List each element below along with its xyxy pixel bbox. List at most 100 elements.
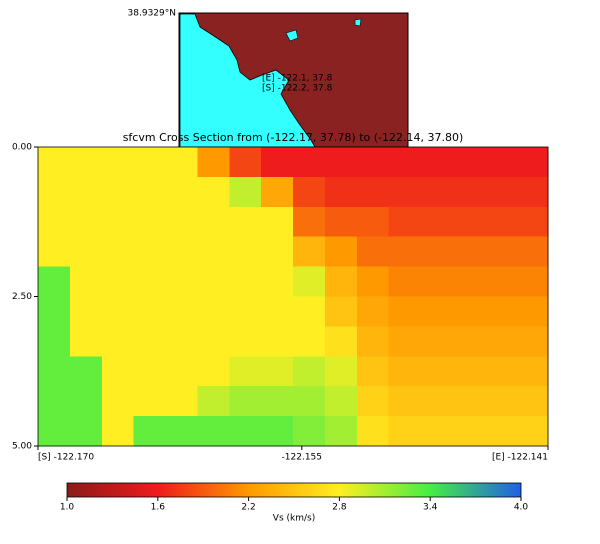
heat-cell <box>38 356 71 387</box>
heat-cell <box>261 206 294 238</box>
heat-cell <box>101 416 135 447</box>
heat-cell <box>165 236 198 268</box>
heat-cell <box>388 266 421 297</box>
heat-cell <box>388 236 421 268</box>
heat-cell <box>293 296 326 327</box>
heat-cell <box>69 147 103 178</box>
heat-cell <box>484 416 517 447</box>
heat-cell <box>356 356 390 387</box>
map-end-label: [E] -122.1, 37.8 <box>262 74 333 84</box>
heat-cell <box>197 326 230 357</box>
heat-cell <box>229 416 262 447</box>
heat-cell <box>38 296 71 327</box>
heat-cell <box>101 176 135 208</box>
heat-cell <box>324 266 358 297</box>
map-lat-label: 38.9329°N <box>128 9 176 19</box>
heat-cell <box>324 147 358 178</box>
heat-cell <box>452 266 485 297</box>
heat-cell <box>293 326 326 357</box>
heat-cell <box>452 147 485 178</box>
map-water <box>179 13 316 148</box>
heat-cell <box>420 147 453 178</box>
heat-cell <box>293 266 326 297</box>
heat-cell <box>101 266 135 297</box>
heat-cell <box>101 147 135 178</box>
heat-cell <box>197 176 230 208</box>
map-lake <box>354 18 362 27</box>
heat-cell <box>69 326 103 357</box>
heat-cell <box>388 206 421 238</box>
heat-cell <box>293 206 326 238</box>
heat-cell <box>516 386 549 417</box>
heat-cell <box>388 326 421 357</box>
heat-cell <box>165 266 198 297</box>
heat-cell <box>484 266 517 297</box>
heat-cell <box>356 266 390 297</box>
heat-cell <box>229 236 262 268</box>
heat-cell <box>420 416 453 447</box>
heat-cell <box>38 236 71 268</box>
heat-cell <box>324 386 358 417</box>
heat-cell <box>69 266 103 297</box>
heat-cell <box>69 416 103 447</box>
heat-cell <box>229 326 262 357</box>
heat-cell <box>261 236 294 268</box>
map-inset: 38.9329°N [E] -122.1, 37.8 [S] -122.2, 3… <box>128 9 409 148</box>
heat-cell <box>516 266 549 297</box>
y-tick-label: 2.50 <box>12 292 32 302</box>
heat-cell <box>293 356 326 387</box>
heat-cell <box>229 386 262 417</box>
heat-cell <box>165 147 198 178</box>
colorbar-tick-label: 2.8 <box>332 503 347 513</box>
heat-cell <box>38 416 71 447</box>
heat-cell <box>356 296 390 327</box>
heat-cell <box>420 266 453 297</box>
heat-cell <box>516 236 549 268</box>
plot-area <box>37 146 549 447</box>
heat-cell <box>261 266 294 297</box>
heat-cell <box>452 386 485 417</box>
y-tick-label: 5.00 <box>12 442 32 452</box>
heat-cell <box>293 147 326 178</box>
heat-cell <box>452 416 485 447</box>
heat-cell <box>324 326 358 357</box>
heat-cell <box>133 356 166 387</box>
heat-cell <box>484 206 517 238</box>
colorbar-tick-label: 2.2 <box>241 503 255 513</box>
heat-cell <box>484 147 517 178</box>
heat-cell <box>420 236 453 268</box>
heat-cell <box>324 206 358 238</box>
heat-cell <box>38 176 71 208</box>
heat-cell <box>388 356 421 387</box>
heat-cell <box>516 296 549 327</box>
heat-cell <box>261 176 294 208</box>
heat-cell <box>101 326 135 357</box>
heat-cell <box>452 296 485 327</box>
heat-cell <box>69 386 103 417</box>
heat-cell <box>484 176 517 208</box>
heat-cell <box>388 176 421 208</box>
heat-cell <box>516 326 549 357</box>
heat-cell <box>197 296 230 327</box>
heat-cell <box>484 296 517 327</box>
heat-cell <box>229 356 262 387</box>
heat-cell <box>101 296 135 327</box>
heat-cell <box>452 176 485 208</box>
heat-cell <box>38 206 71 238</box>
heat-cell <box>165 326 198 357</box>
heat-cell <box>133 236 166 268</box>
chart-title: sfcvm Cross Section from (-122.17, 37.78… <box>123 131 464 144</box>
heat-cell <box>452 236 485 268</box>
heat-cell <box>324 356 358 387</box>
colorbar <box>66 482 522 498</box>
heat-cell <box>516 176 549 208</box>
heat-cell <box>420 386 453 417</box>
heat-cell <box>229 296 262 327</box>
heat-cell <box>38 326 71 357</box>
heat-cell <box>356 326 390 357</box>
heat-cell <box>516 356 549 387</box>
heat-cell <box>452 206 485 238</box>
heat-cell <box>452 326 485 357</box>
heat-cell <box>133 176 166 208</box>
